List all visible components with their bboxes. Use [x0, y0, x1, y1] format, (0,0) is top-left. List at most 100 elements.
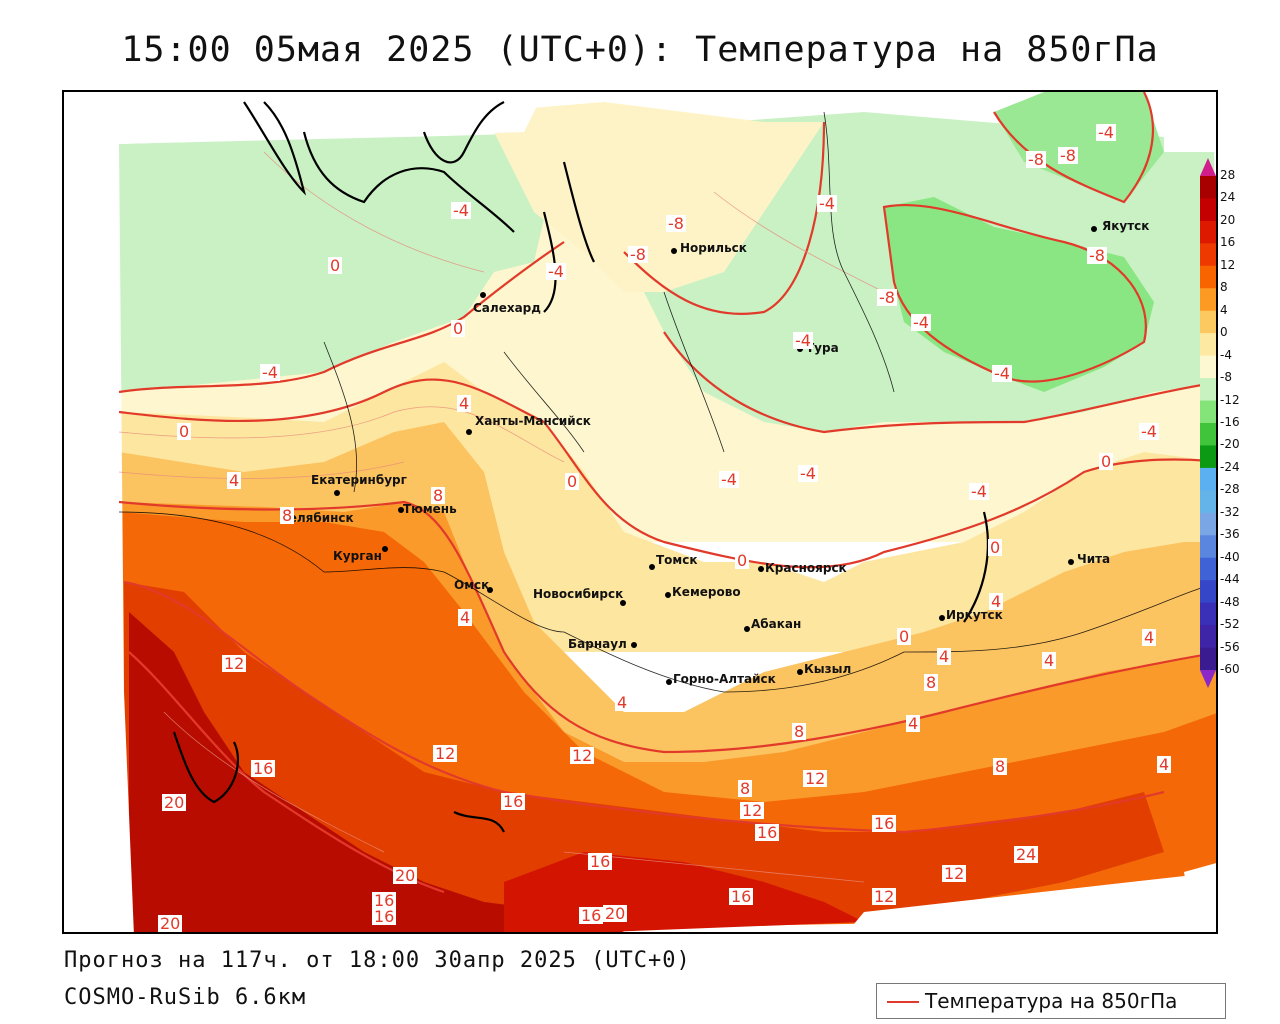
city-marker — [382, 546, 388, 552]
colorbar-tick-label: -56 — [1220, 639, 1240, 654]
contour-value-label: -4 — [260, 363, 280, 382]
contour-value-label: 8 — [431, 486, 446, 505]
colorbar-tick-label: -28 — [1220, 482, 1240, 497]
colorbar-segment — [1200, 602, 1216, 626]
contour-value-label: 8 — [738, 779, 753, 798]
contour-value-label: 12 — [872, 887, 897, 906]
colorbar-tick-label: -44 — [1220, 572, 1240, 587]
contour-value-label: 4 — [1142, 628, 1157, 647]
contour-value-label: 12 — [570, 746, 595, 765]
city-marker — [1091, 226, 1097, 232]
contour-value-label: 12 — [740, 801, 765, 820]
contour-value-label: 8 — [993, 757, 1008, 776]
contour-value-label: 4 — [1157, 755, 1172, 774]
city-label: Тюмень — [403, 502, 457, 516]
city-label: Кызыл — [804, 662, 852, 676]
colorbar-tick-label: -4 — [1220, 347, 1232, 362]
contour-value-label: 4 — [457, 394, 472, 413]
city-label: Горно-Алтайск — [673, 672, 776, 686]
contour-value-label: 0 — [565, 472, 580, 491]
contour-value-label: 20 — [393, 866, 418, 885]
colorbar-segment — [1200, 535, 1216, 559]
city-marker — [939, 615, 945, 621]
contour-value-label: 0 — [897, 627, 912, 646]
city-label: Кемерово — [672, 585, 741, 599]
colorbar-segment — [1200, 423, 1216, 446]
colorbar-tick-label: -60 — [1220, 662, 1240, 676]
contour-value-label: -4 — [1096, 123, 1116, 142]
city-marker — [649, 564, 655, 570]
city-marker — [398, 507, 404, 513]
cold-patch — [884, 197, 1154, 392]
city-label: Челябинск — [279, 511, 354, 525]
city-marker — [797, 346, 803, 352]
model-info: COSMO-RuSib 6.6км — [64, 985, 307, 1010]
city-label: Красноярск — [765, 561, 847, 575]
colorbar-segment — [1200, 288, 1216, 312]
contour-value-label: 16 — [872, 814, 897, 833]
contour-value-label: -8 — [1087, 246, 1107, 265]
colorbar-tick-label: -16 — [1220, 415, 1240, 429]
contour-value-label: -4 — [1139, 422, 1159, 441]
contour-value-label: 4 — [615, 693, 630, 712]
contour-value-label: 16 — [588, 852, 613, 871]
colorbar-top-arrow — [1200, 158, 1216, 176]
contour-value-label: -4 — [817, 194, 837, 213]
contour-value-label: 12 — [942, 864, 967, 883]
legend-label: Температура на 850гПа — [925, 989, 1178, 1013]
colorbar-tick-label: -48 — [1220, 594, 1240, 609]
colorbar-segment — [1200, 243, 1216, 267]
contour-value-label: -4 — [793, 331, 813, 350]
colorbar-bottom-arrow — [1200, 670, 1216, 688]
city-label: Омск — [454, 578, 490, 592]
contour-value-label: -8 — [877, 288, 897, 307]
contour-value-label: -8 — [666, 214, 686, 233]
coastline — [172, 101, 990, 833]
colorbar-tick-label: -12 — [1220, 392, 1240, 407]
contour-value-label: 16 — [251, 759, 276, 778]
colorbar-tick-label: 24 — [1220, 190, 1236, 205]
legend-line-swatch — [887, 1001, 919, 1003]
contour-value-label: 20 — [158, 914, 183, 933]
contour-value-label: 20 — [603, 904, 628, 923]
colorbar-tick-label: 12 — [1220, 257, 1236, 272]
contour-value-label: 0 — [988, 538, 1003, 557]
colorbar-tick-label: -32 — [1220, 504, 1240, 519]
contour-value-label: 0 — [1099, 452, 1114, 471]
city-label: Курган — [333, 549, 382, 563]
city-marker — [744, 626, 750, 632]
city-label: Екатеринбург — [311, 473, 407, 487]
colorbar-segment — [1200, 400, 1216, 424]
contour-lines — [118, 92, 1216, 894]
colorbar-segment — [1200, 445, 1216, 469]
city-marker — [1068, 559, 1074, 565]
colorbar-segment — [1200, 333, 1216, 357]
city-marker — [666, 679, 672, 685]
city-marker — [758, 566, 764, 572]
colorbar-segment — [1200, 220, 1216, 244]
contour-value-label: 16 — [729, 887, 754, 906]
contour-value-label: 4 — [906, 714, 921, 733]
colorbar-tick-label: 16 — [1220, 235, 1236, 250]
colorbar-tick-label: -8 — [1220, 370, 1232, 385]
contour-value-label: 16 — [755, 823, 780, 842]
city-label: Тура — [806, 341, 839, 355]
contour-value-label: -4 — [969, 482, 989, 501]
contour-value-label: 8 — [924, 673, 939, 692]
contour-value-label: 16 — [372, 891, 397, 910]
city-label: Новосибирск — [533, 587, 624, 601]
city-label: Чита — [1077, 552, 1111, 566]
city-marker — [334, 490, 340, 496]
colorbar-segment — [1200, 580, 1216, 604]
city-label: Ханты-Мансийск — [475, 414, 591, 428]
city-marker — [466, 429, 472, 435]
contour-value-label: 12 — [222, 654, 247, 673]
contour-value-label: 12 — [803, 769, 828, 788]
colorbar-segment — [1200, 176, 1216, 199]
contour-value-label: 4 — [1042, 651, 1057, 670]
colorbar-segment — [1200, 355, 1216, 379]
city-marker — [620, 600, 626, 606]
contour-value-label: -4 — [798, 464, 818, 483]
map-title: 15:00 05мая 2025 (UTC+0): Температура на… — [121, 30, 1159, 70]
city-label: Норильск — [680, 241, 747, 255]
